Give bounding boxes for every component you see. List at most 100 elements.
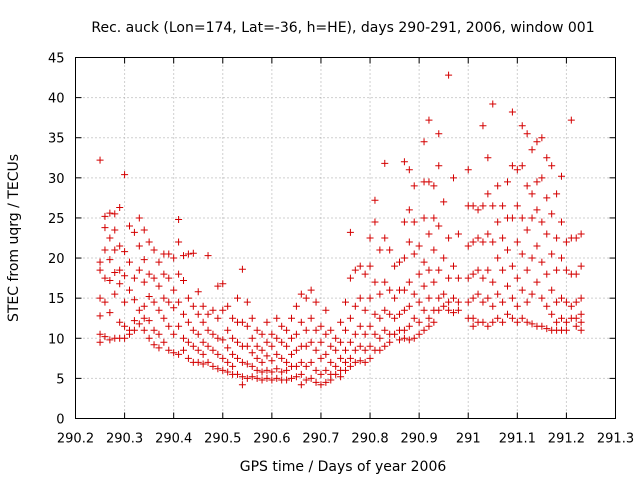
data-point: [499, 298, 507, 306]
data-point: [410, 314, 418, 322]
data-point: [356, 294, 364, 302]
data-point: [435, 306, 443, 314]
data-point: [400, 306, 408, 314]
data-point: [106, 256, 114, 264]
data-point: [180, 310, 187, 318]
x-axis-label: GPS time / Days of year 2006: [240, 459, 447, 475]
data-point: [155, 344, 163, 352]
data-point: [288, 350, 295, 358]
data-point: [484, 294, 492, 302]
data-point: [288, 314, 295, 322]
data-point: [474, 206, 482, 214]
data-point: [381, 326, 389, 334]
data-point: [415, 270, 423, 278]
data-point: [229, 362, 237, 370]
data-point: [533, 278, 541, 286]
data-point: [219, 280, 227, 288]
data-point: [317, 354, 325, 362]
data-point: [292, 373, 300, 381]
data-point: [170, 330, 178, 338]
data-point: [140, 278, 148, 286]
data-point: [548, 250, 556, 258]
data-point: [351, 330, 359, 338]
data-point: [572, 322, 580, 330]
data-point: [297, 318, 305, 326]
data-point: [425, 266, 433, 274]
data-point: [327, 358, 335, 366]
data-point: [337, 373, 345, 381]
data-point: [376, 334, 384, 342]
data-point: [469, 202, 477, 210]
y-tick-label: 45: [48, 52, 65, 67]
data-point: [194, 346, 202, 354]
data-point: [425, 294, 433, 302]
data-point: [342, 298, 349, 306]
data-point: [322, 306, 330, 314]
data-point: [111, 290, 119, 298]
data-point: [420, 282, 428, 290]
data-point: [297, 290, 305, 298]
data-point: [543, 230, 551, 238]
x-tick-labels: 290.2 290.3 290.4 290.5 290.6 290.7 290.8 290.9…: [57, 432, 634, 447]
y-tick-label: 35: [48, 132, 65, 147]
data-point: [111, 268, 119, 276]
data-point: [351, 266, 359, 274]
data-point: [278, 338, 286, 346]
data-point: [548, 210, 556, 218]
axis-ticks: [75, 57, 616, 419]
data-point: [165, 346, 173, 354]
data-point: [116, 318, 124, 326]
data-point: [543, 302, 551, 310]
data-point: [101, 298, 109, 306]
data-point: [160, 270, 168, 278]
x-tick-label: 290.4: [155, 432, 192, 447]
data-point: [381, 159, 389, 167]
data-point: [346, 228, 354, 236]
data-point: [322, 366, 330, 374]
data-point: [283, 366, 291, 374]
data-point: [302, 326, 310, 334]
data-point: [371, 196, 379, 204]
data-point: [572, 270, 580, 278]
data-point: [322, 330, 330, 338]
data-point: [410, 290, 418, 298]
data-point: [121, 322, 129, 330]
data-point: [189, 342, 197, 350]
data-point: [337, 338, 345, 346]
data-point: [508, 262, 516, 270]
data-point: [135, 320, 143, 328]
data-point: [165, 250, 173, 258]
data-point: [219, 354, 227, 362]
data-point: [214, 334, 222, 342]
data-point: [405, 336, 413, 344]
x-tick-label: 291.1: [499, 432, 536, 447]
data-point: [194, 310, 202, 318]
data-point: [577, 310, 585, 318]
data-point: [155, 258, 163, 266]
data-point: [508, 214, 516, 222]
data-point: [302, 362, 310, 370]
data-point: [342, 326, 349, 334]
data-point: [494, 314, 502, 322]
data-point: [538, 134, 546, 142]
data-point: [356, 357, 364, 365]
data-point: [121, 272, 129, 280]
data-point: [577, 262, 585, 270]
data-point: [130, 274, 138, 282]
y-tick-label: 15: [48, 292, 65, 307]
data-point: [243, 374, 251, 382]
data-point: [538, 174, 546, 182]
data-point: [454, 274, 462, 282]
data-point: [204, 326, 212, 334]
data-point: [361, 346, 369, 354]
data-point: [351, 358, 359, 366]
data-point: [386, 338, 394, 346]
data-point: [504, 282, 511, 290]
data-point: [243, 342, 251, 350]
data-point: [381, 278, 389, 286]
data-point: [572, 234, 580, 242]
data-point: [376, 290, 384, 298]
data-point: [405, 206, 413, 214]
data-point: [180, 277, 187, 285]
